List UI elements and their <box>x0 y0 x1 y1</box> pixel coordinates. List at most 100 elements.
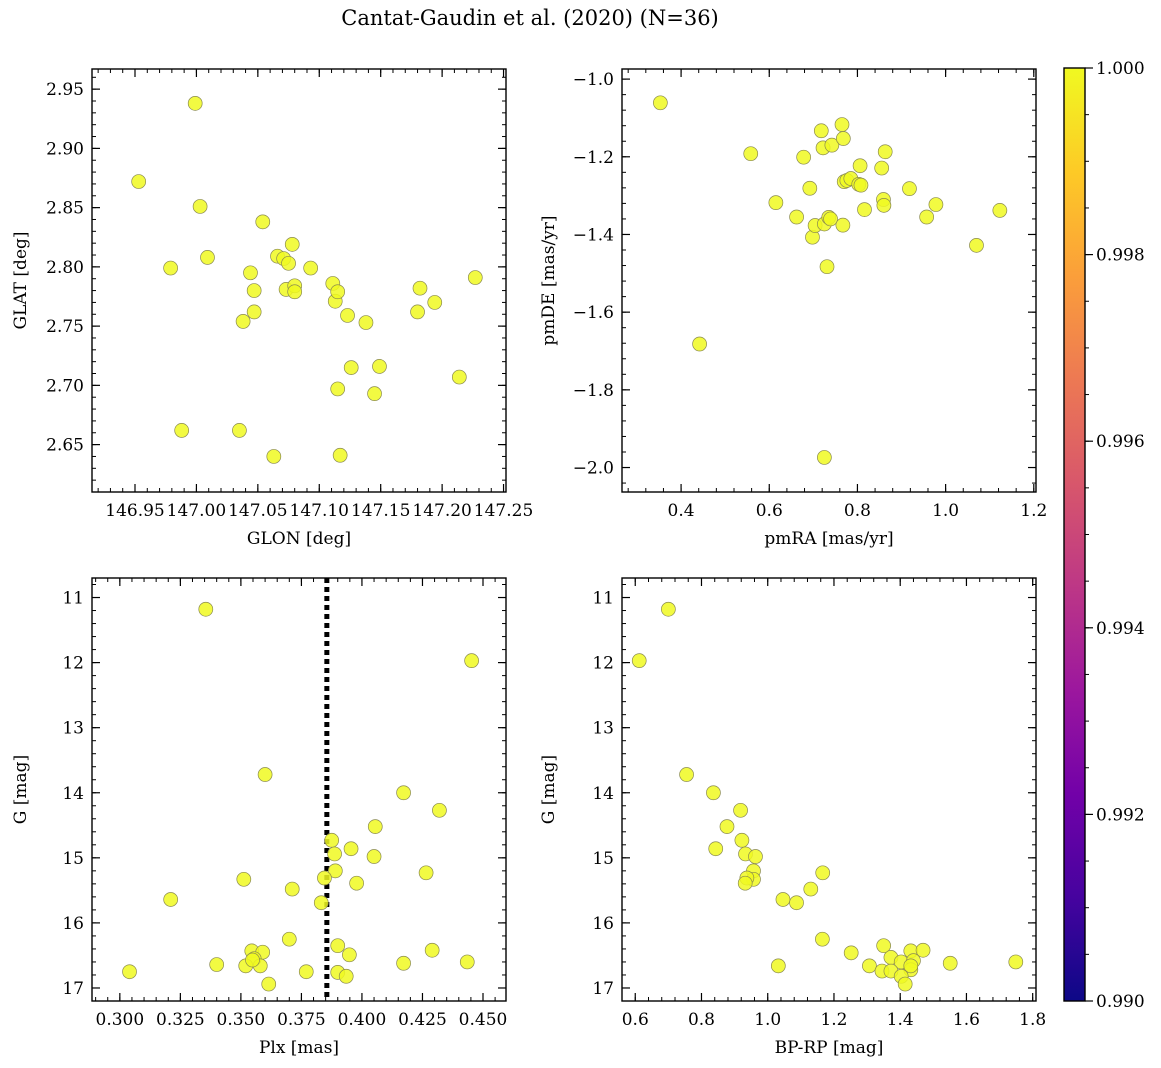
data-point <box>915 942 931 958</box>
data-point <box>969 237 984 253</box>
y-axis-label: G [mag] <box>539 755 559 824</box>
data-point <box>246 283 262 298</box>
x-tick-label: 146.95 <box>105 501 164 521</box>
data-point <box>834 117 850 132</box>
x-tick-label: 147.20 <box>412 501 471 521</box>
data-point <box>349 875 364 891</box>
data-point <box>232 423 247 438</box>
data-point <box>748 849 763 864</box>
data-point <box>412 280 428 296</box>
data-point <box>876 938 891 954</box>
data-point <box>796 149 811 165</box>
y-axis-label: pmDE [mas/yr] <box>539 215 559 345</box>
colorbar-tick-label: 0.990 <box>1096 992 1145 1012</box>
x-axis-label: pmRA [mas/yr] <box>764 529 893 549</box>
data-point <box>897 976 913 992</box>
y-tick-label: 2.80 <box>46 258 84 278</box>
y-tick-label: 2.90 <box>46 139 84 159</box>
x-tick-label: 1.2 <box>1020 501 1047 521</box>
data-point <box>243 265 258 281</box>
x-tick-label: 1.0 <box>754 1010 781 1030</box>
data-point <box>815 931 830 947</box>
data-point <box>255 214 271 230</box>
y-tick-label: 11 <box>592 589 614 609</box>
data-point <box>192 199 208 214</box>
x-tick-label: 1.8 <box>1019 1010 1046 1030</box>
data-point <box>877 144 893 160</box>
data-point <box>992 203 1008 218</box>
data-point <box>372 359 387 374</box>
axes-frame <box>91 68 507 493</box>
data-point <box>327 863 343 879</box>
y-tick-label: 2.85 <box>46 199 84 219</box>
y-tick-label: −1.2 <box>573 148 614 168</box>
y-tick-label: 12 <box>62 654 84 674</box>
y-tick-label: 2.70 <box>46 376 84 396</box>
x-tick-label: 147.25 <box>474 501 533 521</box>
data-point <box>653 95 668 111</box>
data-point <box>367 386 382 402</box>
data-point <box>418 865 434 881</box>
y-tick-label: 2.65 <box>46 436 84 456</box>
data-point <box>287 284 303 300</box>
x-axis-label: Plx [mas] <box>259 1038 339 1058</box>
data-point <box>281 931 297 947</box>
data-point <box>903 958 919 974</box>
data-point <box>261 976 277 992</box>
data-point <box>733 802 748 818</box>
y-tick-label: 17 <box>592 979 614 999</box>
x-tick-label: 0.4 <box>668 501 695 521</box>
colorbar-tick-label: 0.996 <box>1096 432 1145 452</box>
x-tick-label: 0.6 <box>756 501 783 521</box>
y-tick-label: 12 <box>592 654 614 674</box>
panel-pmra-pmde: 0.4 0.6 0.8 1.0 1.2 −2.0 −1.8 −1.6 −1.4 −1.2 −1.0 p… <box>539 68 1047 549</box>
data-point <box>708 841 724 857</box>
data-point <box>313 895 329 911</box>
data-point <box>919 209 935 225</box>
data-point <box>427 295 443 310</box>
data-point <box>236 871 252 887</box>
data-point <box>815 865 831 881</box>
x-tick-label: 147.00 <box>167 501 226 521</box>
data-point <box>424 942 440 958</box>
data-point <box>942 955 958 971</box>
data-point <box>343 841 359 857</box>
data-point <box>198 601 214 617</box>
data-point <box>876 197 892 213</box>
data-point <box>281 255 296 271</box>
data-point <box>862 958 877 974</box>
x-tick-label: 0.425 <box>398 1010 447 1030</box>
data-point <box>692 336 707 352</box>
data-point <box>852 158 868 174</box>
data-point <box>775 892 791 907</box>
data-point <box>174 423 190 438</box>
x-tick-label: 0.400 <box>338 1010 387 1030</box>
data-point <box>464 653 479 668</box>
data-point <box>366 849 382 864</box>
y-tick-label: 15 <box>62 849 84 869</box>
colorbar: 0.990 0.992 0.994 0.996 0.998 1.000 <box>1063 59 1145 1012</box>
x-tick-label: 1.0 <box>932 501 959 521</box>
colorbar-tick-label: 0.998 <box>1096 246 1145 266</box>
y-tick-label: 16 <box>592 914 614 934</box>
data-point <box>343 360 359 375</box>
x-tick-label: 147.05 <box>228 501 287 521</box>
data-point <box>789 209 804 225</box>
data-point <box>874 160 890 176</box>
data-point <box>737 875 753 891</box>
y-tick-label: 2.75 <box>46 317 84 337</box>
data-point <box>902 181 917 196</box>
x-tick-label: 147.15 <box>351 501 410 521</box>
data-point <box>187 96 203 111</box>
x-tick-label: 0.300 <box>96 1010 145 1030</box>
x-axis-label: GLON [deg] <box>247 529 351 549</box>
axes-frame <box>621 68 1037 493</box>
data-point <box>803 881 819 897</box>
colorbar-tick-label: 0.992 <box>1096 805 1145 825</box>
x-axis-label: BP-RP [mag] <box>775 1038 884 1058</box>
y-tick-label: −2.0 <box>573 459 614 479</box>
data-point <box>835 131 851 146</box>
data-point <box>631 653 647 668</box>
data-point <box>298 964 314 980</box>
